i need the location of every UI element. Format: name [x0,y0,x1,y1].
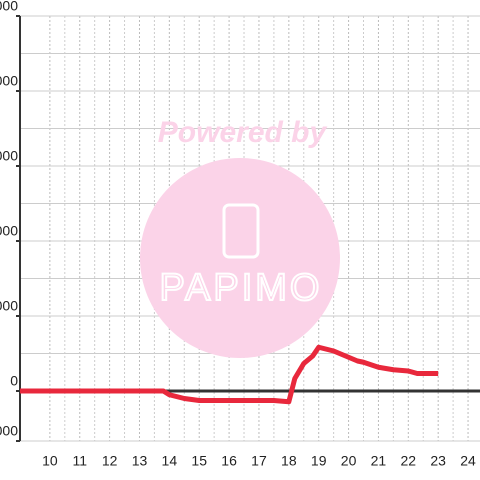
x-tick-label: 12 [102,453,118,469]
y-tick-label: 150,000 [0,0,18,14]
line [20,344,439,405]
x-tick-label: 17 [251,453,267,469]
x-tick-label: 13 [132,453,148,469]
x-tick-label: 10 [42,453,58,469]
watermark-icon [222,203,260,259]
x-tick-label: 18 [281,453,297,469]
x-tick-label: 21 [371,453,387,469]
x-tick-label: 24 [460,453,476,469]
y-tick-label: -20,000 [0,423,18,439]
x-tick-label: 23 [430,453,446,469]
y-tick-label: 60,000 [0,223,18,239]
y-tick-label: 120,000 [0,73,18,89]
x-tick-label: 14 [162,453,178,469]
x-tick-label: 15 [191,453,207,469]
x-tick-label: 20 [341,453,357,469]
x-tick-label: 11 [72,453,87,469]
y-tick-label: 0 [10,373,18,389]
y-tick-label: 90,000 [0,148,18,164]
x-tick-label: 19 [311,453,327,469]
plot: 10 11 12 13 14 15 16 17 18 19 20 21 22 23 24 -20,000 0 30… [0,0,480,469]
y-tick-label: 30,000 [0,298,18,314]
x-tick-label: 22 [401,453,417,469]
watermark-bottom: PAPIMO [160,267,323,309]
x-tick-label: 16 [221,453,237,469]
watermark-top: Powered by [158,116,328,149]
